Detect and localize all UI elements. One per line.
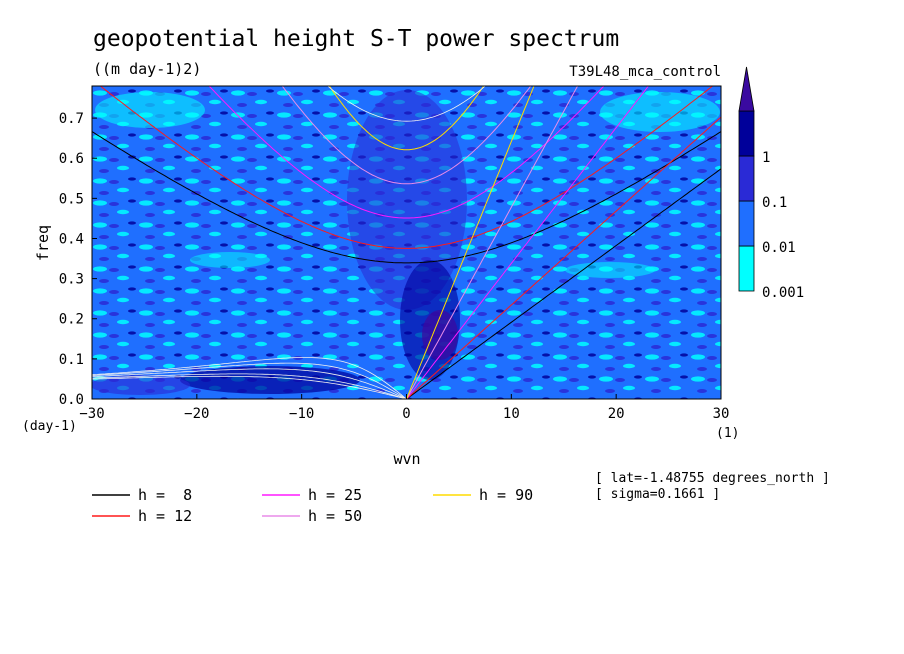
x-axis: −30 −20 −10 0 10 20 30 [79, 394, 729, 422]
x-tick-label: 10 [503, 406, 520, 422]
colorbar-swatch [738, 110, 755, 157]
legend-label: h = 90 [479, 486, 533, 504]
y-axis-title: freq [34, 225, 52, 261]
y-tick-label: 0.5 [59, 191, 84, 207]
y-tick-label: 0.2 [59, 312, 84, 328]
gravity-wave-curve [328, 86, 485, 151]
y-tick-label: 0.1 [59, 352, 84, 368]
dataset-label: T39L48_mca_control [569, 64, 721, 80]
cyan-band-top [95, 92, 720, 278]
colorbar-arrow [738, 66, 755, 112]
kelvin-curve [406, 168, 721, 399]
colorbar: 0.001 0.01 0.1 1 [738, 66, 804, 301]
rossby-curve [92, 368, 407, 399]
colorbar-label: 0.001 [762, 285, 804, 301]
gravity-wave-curve [327, 86, 486, 122]
x-tick-label: 0 [402, 406, 410, 422]
x-axis-title: wvn [393, 450, 420, 468]
x-tick-label: 30 [713, 406, 730, 422]
x-axis-units: (1) [716, 426, 739, 441]
legend-label: h = 8 [138, 486, 192, 504]
kelvin-curve [406, 86, 579, 399]
colorbar-swatch [738, 200, 755, 247]
rossby-curve [92, 357, 407, 399]
y-tick-label: 0.7 [59, 111, 84, 127]
colorbar-label: 0.1 [762, 195, 787, 211]
legend-label: h = 12 [138, 507, 192, 525]
y-tick-label: 0.4 [59, 231, 84, 247]
kelvin-curve [406, 86, 649, 399]
gravity-wave-curve [208, 86, 605, 219]
x-tick-label: −30 [79, 406, 104, 422]
gravity-wave-curve [281, 86, 532, 185]
dispersion-curves [92, 86, 721, 399]
y-tick-label: 0.0 [59, 392, 84, 408]
dark-core [92, 90, 467, 395]
y-axis: 0.0 0.1 0.2 0.3 0.4 0.5 0.6 0.7 [59, 111, 97, 408]
rossby-curve [92, 373, 407, 399]
colorbar-label: 0.01 [762, 240, 796, 256]
legend-label: h = 50 [308, 507, 362, 525]
y-tick-label: 0.6 [59, 151, 84, 167]
y-tick-label: 0.3 [59, 272, 84, 288]
y-axis-units: (day-1) [22, 419, 77, 434]
plot-area [92, 86, 721, 399]
colorbar-swatch [738, 245, 755, 292]
rossby-curve [92, 375, 407, 399]
rossby-curve [92, 362, 407, 399]
x-tick-label: −10 [289, 406, 314, 422]
colorbar-label: 1 [762, 150, 770, 166]
sigma-annotation: [ sigma=0.1661 ] [595, 487, 720, 502]
legend: h = 8 h = 12 h = 25 h = 50 h = 90 [92, 486, 533, 525]
x-tick-label: −20 [184, 406, 209, 422]
legend-label: h = 25 [308, 486, 362, 504]
kelvin-curve [406, 86, 535, 399]
lat-annotation: [ lat=-1.48755 degrees_north ] [595, 471, 830, 486]
x-tick-label: 20 [608, 406, 625, 422]
chart-units: ((m day-1)2) [93, 60, 201, 78]
kelvin-curve [406, 116, 721, 399]
colorbar-swatch [738, 155, 755, 202]
gravity-wave-curve [99, 86, 714, 249]
gravity-wave-curve [92, 131, 721, 264]
chart-title: geopotential height S-T power spectrum [93, 26, 619, 52]
